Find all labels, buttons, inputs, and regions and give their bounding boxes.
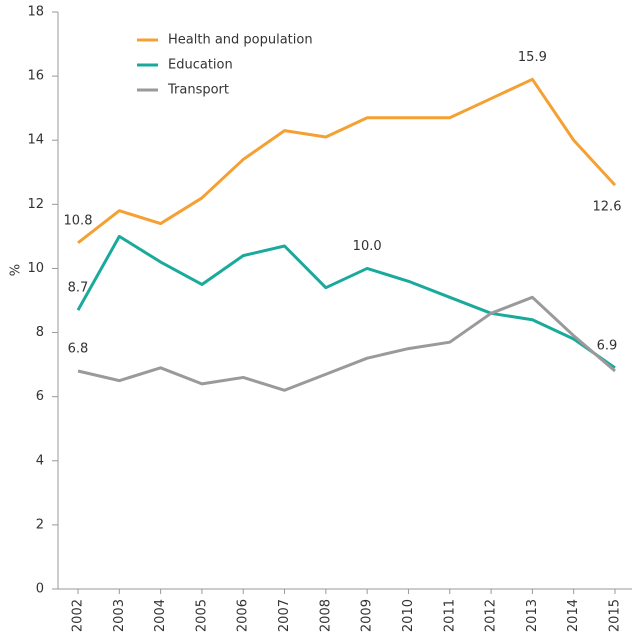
data-label: 6.8 [68, 342, 89, 357]
x-tick-label: 2007 [277, 599, 292, 632]
y-tick-label: 14 [27, 133, 44, 148]
x-tick-label: 2010 [401, 599, 416, 632]
y-tick-label: 2 [36, 517, 44, 532]
series-line [76, 234, 616, 370]
y-tick-label: 10 [27, 261, 44, 276]
data-label: 6.9 [597, 338, 618, 353]
x-tick-label: 2003 [112, 599, 127, 632]
legend-label: Education [168, 58, 233, 73]
x-tick-label: 2009 [360, 599, 375, 632]
series-line [77, 77, 617, 244]
x-tick-label: 2011 [442, 599, 457, 632]
data-label: 10.8 [64, 213, 93, 228]
x-tick-label: 2004 [153, 599, 168, 632]
y-tick-label: 8 [36, 325, 44, 340]
x-tick-label: 2008 [318, 599, 333, 632]
x-tick-label: 2014 [566, 599, 581, 632]
x-tick-label: 2015 [608, 599, 623, 632]
x-tick-label: 2012 [484, 599, 499, 632]
data-label: 12.6 [593, 200, 622, 215]
y-tick-label: 12 [27, 197, 44, 212]
x-tick-label: 2006 [236, 599, 251, 632]
x-tick-label: 2013 [525, 599, 540, 632]
legend-label: Transport [167, 83, 229, 98]
x-tick-label: 2002 [71, 599, 86, 632]
series-line [77, 295, 616, 392]
y-tick-label: 16 [27, 69, 44, 84]
y-tick-label: 0 [36, 582, 44, 597]
x-tick-label: 2005 [194, 599, 209, 632]
y-axis-label: % [9, 264, 24, 276]
y-tick-label: 18 [27, 5, 44, 20]
y-tick-label: 6 [36, 389, 44, 404]
y-tick-label: 4 [36, 453, 44, 468]
data-label: 10.0 [353, 239, 382, 254]
legend-label: Health and population [168, 33, 313, 48]
data-label: 8.7 [68, 281, 89, 296]
data-label: 15.9 [518, 50, 547, 65]
